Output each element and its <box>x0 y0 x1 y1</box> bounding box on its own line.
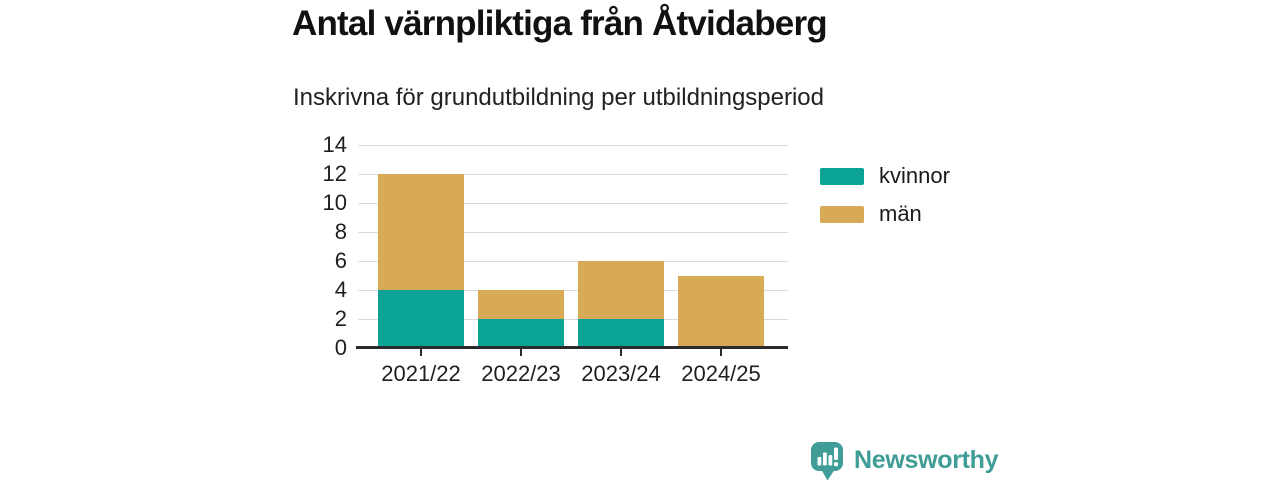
x-tick-label: 2021/22 <box>381 361 461 386</box>
bar-segment-kvinnor <box>478 319 564 348</box>
chart-subtitle: Inskrivna för grundutbildning per utbild… <box>293 84 824 111</box>
bar-segment-kvinnor <box>378 290 464 348</box>
brand-logo: Newsworthy <box>810 441 999 480</box>
bar-segment-män <box>478 290 564 319</box>
chart-legend: kvinnor män <box>820 163 950 239</box>
x-axis-tick <box>620 348 622 356</box>
y-tick-label: 6 <box>334 248 347 273</box>
x-tick-label: 2023/24 <box>581 361 661 386</box>
y-tick-label: 0 <box>334 335 347 360</box>
x-axis-tick <box>720 348 722 356</box>
gridline <box>358 202 788 204</box>
gridline <box>358 173 788 175</box>
bar-segment-kvinnor <box>578 319 664 348</box>
legend-swatch <box>820 205 864 223</box>
gridline <box>358 318 788 320</box>
plot-area: 2021/22 2022/23 2023/24 2024/25 <box>356 144 788 386</box>
legend-label: kvinnor <box>879 163 950 188</box>
y-tick-label: 12 <box>322 161 347 186</box>
bar-segment-män <box>378 174 464 290</box>
gridline <box>358 144 788 146</box>
gridline <box>358 231 788 233</box>
x-tick-label: 2022/23 <box>481 361 561 386</box>
bar-segment-män <box>578 261 664 319</box>
legend-item-kvinnor: kvinnor <box>820 163 950 189</box>
y-tick-label: 2 <box>334 306 347 331</box>
legend-item-män: män <box>820 201 950 227</box>
brand-wordmark: Newsworthy <box>854 446 999 474</box>
chart-title: Antal värnpliktiga från Åtvidaberg <box>292 4 828 43</box>
x-axis-tick <box>420 348 422 356</box>
legend-swatch <box>820 167 864 185</box>
gridline <box>358 260 788 262</box>
x-axis-tick <box>520 348 522 356</box>
x-axis-line <box>356 346 788 349</box>
x-tick-label: 2024/25 <box>681 361 761 386</box>
y-tick-label: 14 <box>322 132 347 157</box>
gridline <box>358 289 788 291</box>
y-tick-label: 8 <box>334 219 347 244</box>
bar-segment-män <box>678 275 764 348</box>
legend-label: män <box>879 201 922 226</box>
y-axis-labels: 0 2 4 6 8 10 12 14 <box>295 132 347 360</box>
y-tick-label: 4 <box>334 277 347 302</box>
y-tick-label: 10 <box>322 190 347 215</box>
bar-chart-speech-bubble-icon <box>810 441 847 480</box>
